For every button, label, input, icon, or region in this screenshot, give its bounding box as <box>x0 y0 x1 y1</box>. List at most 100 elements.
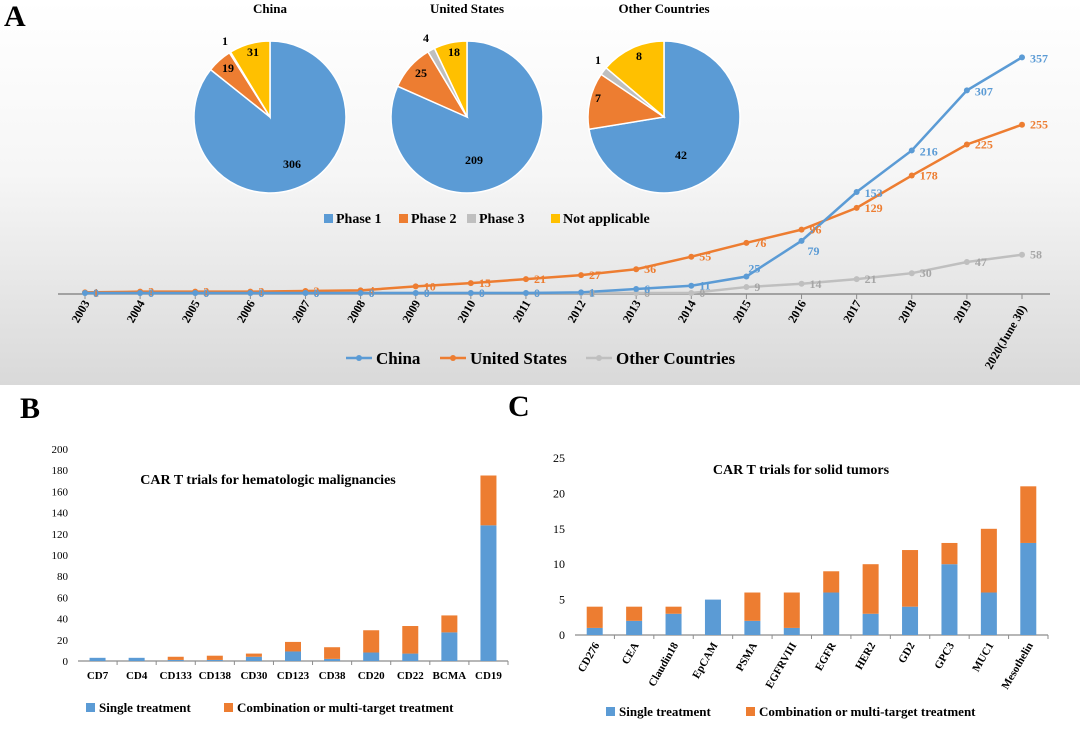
x-tick-label: CD20 <box>358 670 385 682</box>
series-data-label: 0 <box>644 286 650 300</box>
pie-data-label: 42 <box>675 148 687 162</box>
series-data-label: 255 <box>1030 118 1048 132</box>
pie-data-label: 31 <box>247 45 259 59</box>
series-marker <box>633 286 640 293</box>
series-marker <box>522 276 529 283</box>
series-data-label: 225 <box>975 138 993 152</box>
x-tick-label: CEA <box>620 640 642 666</box>
series-data-label: 2 <box>148 285 154 299</box>
series-data-label: 0 <box>534 286 540 300</box>
series-data-label: 2 <box>258 285 264 299</box>
chart-title: CAR T trials for hematologic malignancie… <box>140 473 396 488</box>
series-marker <box>688 282 695 289</box>
bar-single <box>665 613 682 635</box>
bar-combination <box>285 641 301 652</box>
bar-combination <box>363 630 380 653</box>
x-tick-label: CD38 <box>319 670 346 682</box>
series-data-label: 307 <box>975 84 993 98</box>
series-data-label: 0 <box>148 286 154 300</box>
x-tick-label: Mesothelin <box>1000 641 1036 692</box>
bar-single <box>128 657 145 661</box>
x-tick-label: 2015 <box>730 298 754 326</box>
legend-swatch <box>746 707 755 716</box>
bar-single <box>823 592 840 635</box>
x-tick-label: 2014 <box>675 298 699 326</box>
series-data-label: 55 <box>699 250 711 264</box>
legend-marker <box>596 355 602 361</box>
series-marker <box>522 290 529 296</box>
bar-single <box>89 657 106 661</box>
series-marker <box>1019 251 1025 258</box>
bar-single <box>744 620 761 635</box>
y-tick-label: 120 <box>52 529 69 541</box>
y-tick-label: 20 <box>57 635 69 647</box>
series-marker <box>743 239 750 246</box>
legend-entry: Combination or multi-target treatment <box>237 700 454 715</box>
series-marker <box>798 237 805 244</box>
x-tick-label: HER2 <box>853 640 878 672</box>
x-tick-label: 2010 <box>454 298 478 326</box>
series-data-label: 0 <box>369 286 375 300</box>
bar-combination <box>823 571 840 593</box>
series-data-label: 0 <box>534 286 540 300</box>
legend-swatch <box>467 214 476 223</box>
bar-single <box>324 658 341 661</box>
series-data-label: 2 <box>203 285 209 299</box>
x-tick-label: 2005 <box>179 298 203 326</box>
y-tick-label: 80 <box>57 571 69 583</box>
legend-entry: Phase 3 <box>479 212 525 227</box>
series-data-label: 1 <box>589 285 595 299</box>
series-marker <box>963 258 970 265</box>
y-tick-label: 20 <box>553 486 565 500</box>
y-tick-label: 25 <box>553 451 565 465</box>
series-marker <box>853 276 860 283</box>
series-marker <box>688 253 695 260</box>
x-tick-label: CD7 <box>87 670 109 682</box>
series-data-label: 6 <box>644 282 650 296</box>
pie-data-label: 4 <box>423 31 429 45</box>
series-marker <box>853 204 860 211</box>
bar-single <box>1020 542 1037 635</box>
series-data-label: 21 <box>865 272 877 286</box>
panel-label-a: A <box>4 0 26 33</box>
bar-combination <box>665 606 682 614</box>
series-marker <box>798 280 805 287</box>
pie-title: Other Countries <box>618 1 709 16</box>
series-data-label: 357 <box>1030 51 1048 65</box>
bar-combination <box>441 615 458 633</box>
pie-data-label: 209 <box>465 153 483 167</box>
bar-combination <box>862 564 879 614</box>
legend-swatch <box>86 703 95 712</box>
series-marker <box>963 87 970 94</box>
legend-swatch <box>551 214 560 223</box>
series-data-label: 216 <box>920 144 938 158</box>
panel-label-c: C <box>508 390 530 423</box>
bar-single <box>285 651 301 661</box>
bar-combination <box>586 606 603 628</box>
series-data-label: 3 <box>313 284 319 298</box>
x-tick-label: CD19 <box>475 670 502 682</box>
series-data-label: 4 <box>369 283 375 297</box>
x-tick-label: 2019 <box>950 298 974 326</box>
series-data-label: 1 <box>93 285 99 299</box>
bar-combination <box>402 626 419 654</box>
y-tick-label: 10 <box>553 557 565 571</box>
legend-entry: Phase 1 <box>336 212 382 227</box>
x-tick-label: PSMA <box>734 640 760 673</box>
series-data-label: 0 <box>258 286 264 300</box>
y-tick-label: 100 <box>52 550 69 562</box>
pie-data-label: 25 <box>415 66 427 80</box>
series-marker <box>633 266 640 273</box>
chart-title: CAR T trials for solid tumors <box>713 463 890 478</box>
series-marker <box>467 280 474 287</box>
bar-combination <box>902 550 919 607</box>
pie-data-label: 18 <box>448 45 460 59</box>
series-marker <box>743 273 750 280</box>
series-data-label: 76 <box>754 236 766 250</box>
pie-slice <box>433 40 468 118</box>
x-tick-label: EGFRVIII <box>764 641 800 691</box>
series-marker <box>412 283 419 290</box>
legend-entry: Other Countries <box>616 349 736 368</box>
x-tick-label: BCMA <box>433 670 467 682</box>
series-data-label: 96 <box>810 223 822 237</box>
